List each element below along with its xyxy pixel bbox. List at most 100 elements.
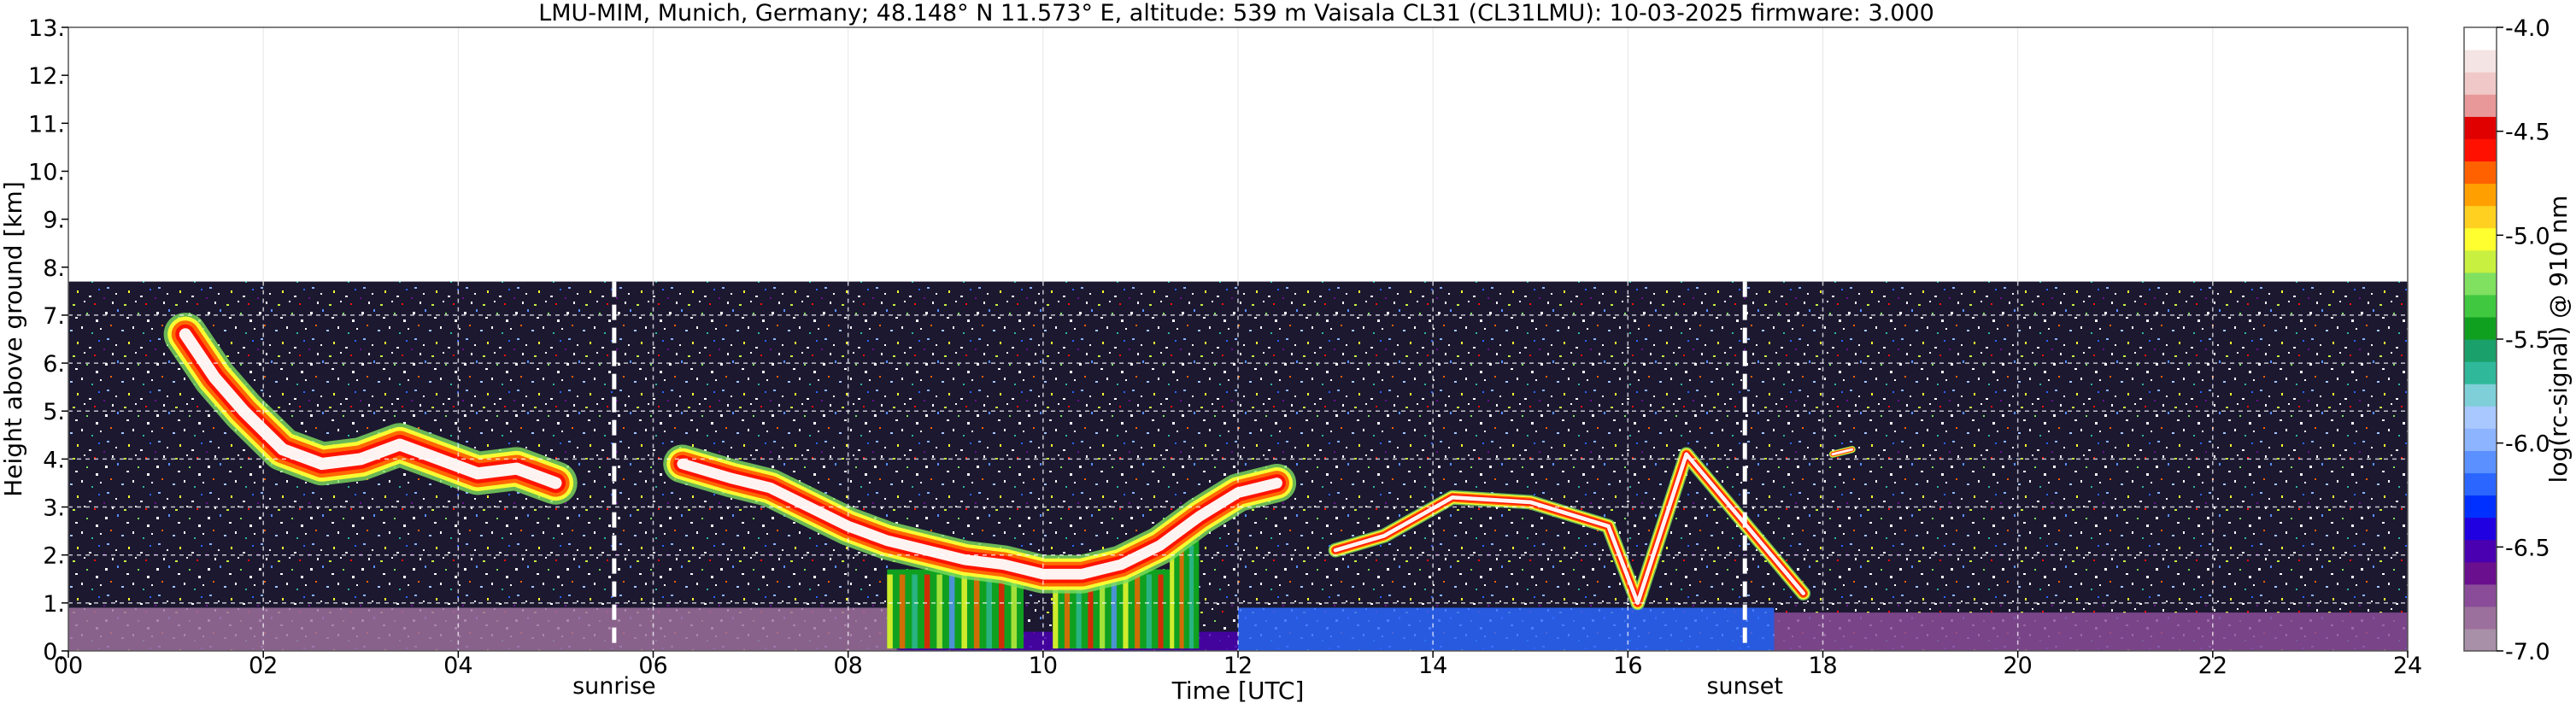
y-tick-label-0: 0. [43,639,65,665]
colorbar-segment-11 [2464,384,2497,407]
colorbar-segment-25 [2464,72,2497,95]
colorbar-segment-14 [2464,316,2497,340]
colorbar-segment-16 [2464,272,2497,296]
convective-streak-0-3 [924,574,930,649]
y-tick-label-9: 9. [43,208,65,234]
colorbar-segment-12 [2464,361,2497,384]
y-tick-label-11: 11. [28,111,65,138]
cloud-layer-2-band-4 [1333,452,1806,606]
colorbar-segment-18 [2464,227,2497,251]
colorbar-segment-6 [2464,495,2497,519]
x-tick-label-5: 10 [1029,653,1058,679]
convective-streak-0-6 [961,574,967,649]
colorbar-tick-label-4: -5.0 [2505,223,2550,249]
convective-streak-1-7 [1135,574,1141,649]
convective-streak-0-10 [1011,574,1018,649]
colorbar-segment-17 [2464,249,2497,273]
colorbar-segment-1 [2464,606,2497,630]
convective-streak-1-4 [1100,574,1106,649]
convective-streak-0-7 [973,574,980,649]
x-tick-label-4: 08 [833,653,862,679]
x-tick-label-2: 04 [443,653,472,679]
y-tick-label-13: 13. [28,15,65,42]
colorbar-segment-5 [2464,517,2497,541]
colorbar-segment-24 [2464,94,2497,117]
colorbar-segment-15 [2464,294,2497,318]
convective-streak-0-8 [986,574,992,649]
convective-streak-0-4 [936,574,942,649]
colorbar-segment-9 [2464,428,2497,451]
colorbar-segment-0 [2464,628,2497,652]
colorbar-segment-8 [2464,450,2497,474]
colorbar-segment-10 [2464,406,2497,429]
colorbar-segment-7 [2464,472,2497,496]
y-tick-label-2: 2. [43,543,65,570]
x-tick-label-3: 06 [638,653,667,679]
chart-title: LMU-MIM, Munich, Germany; 48.148° N 11.5… [538,0,1934,26]
colorbar-label: log(rc-signal) @ 910 nm [2544,196,2573,483]
x-tick-label-0: 00 [54,653,83,679]
colorbar-segment-2 [2464,583,2497,607]
y-tick-label-10: 10. [28,159,65,185]
convective-streak-0-5 [948,574,955,649]
colorbar-segment-4 [2464,539,2497,563]
convective-streak-1-6 [1123,574,1129,649]
colorbar-tick-label-6: -4.0 [2505,15,2550,42]
y-axis-label: Height above ground [km] [0,181,27,497]
y-tick-label-4: 4. [43,447,65,473]
colorbar-segment-3 [2464,561,2497,585]
colorbar-segment-20 [2464,183,2497,207]
colorbar-segment-23 [2464,116,2497,139]
colorbar-segment-19 [2464,205,2497,229]
colorbar-segment-26 [2464,50,2497,73]
convective-streak-0-2 [912,574,918,649]
colorbar-segment-22 [2464,138,2497,162]
surface-layer-0 [68,607,897,651]
colorbar-tick-label-1: -6.5 [2505,535,2550,561]
x-tick-label-8: 16 [1613,653,1642,679]
y-tick-label-1: 1. [43,591,65,618]
colorbar-tick-label-2: -6.0 [2505,431,2550,458]
convective-streak-0-1 [899,574,906,649]
cloud-layer-3-band-4 [1831,448,1854,456]
convective-streak-1-5 [1111,574,1117,649]
convective-streak-2-2 [1188,545,1194,649]
convective-streak-1-2 [1076,574,1082,649]
surface-layer-3 [1774,612,2408,651]
convective-streak-0-9 [998,574,1005,649]
convective-streak-0-0 [887,574,893,649]
colorbar-tick-label-3: -5.5 [2505,327,2550,354]
x-tick-label-7: 14 [1418,653,1447,679]
x-tick-label-1: 02 [249,653,278,679]
convective-streak-1-3 [1088,574,1094,649]
surface-layer-2 [1238,607,1775,651]
convective-streak-1-0 [1053,574,1059,649]
convective-column-2 [1170,540,1200,649]
convective-streak-1-8 [1146,574,1152,649]
convective-streak-2-0 [1170,545,1175,649]
marker-label-sunrise: sunrise [572,673,656,700]
x-tick-label-6: 12 [1223,653,1253,679]
y-tick-label-12: 12. [28,63,65,90]
y-tick-label-3: 3. [43,495,65,522]
colorbar-segment-13 [2464,339,2497,362]
y-tick-label-6: 6. [43,351,65,378]
x-tick-label-10: 20 [2003,653,2032,679]
convective-streak-2-1 [1179,545,1184,649]
x-tick-label-12: 24 [2393,653,2422,679]
y-tick-label-7: 7. [43,303,65,330]
convective-streak-1-1 [1064,574,1071,649]
colorbar-tick-label-0: -7.0 [2505,639,2550,665]
convective-streak-1-9 [1158,574,1164,649]
cloud-layer-1-band-4 [677,458,1282,580]
colorbar-segment-21 [2464,161,2497,185]
colorbar-tick-label-5: -4.5 [2505,120,2550,146]
x-tick-label-9: 18 [1808,653,1837,679]
marker-label-sunset: sunset [1706,673,1783,700]
x-tick-label-11: 22 [2198,653,2227,679]
y-tick-label-5: 5. [43,399,65,425]
colorbar-segment-27 [2464,27,2497,50]
y-tick-label-8: 8. [43,255,65,282]
